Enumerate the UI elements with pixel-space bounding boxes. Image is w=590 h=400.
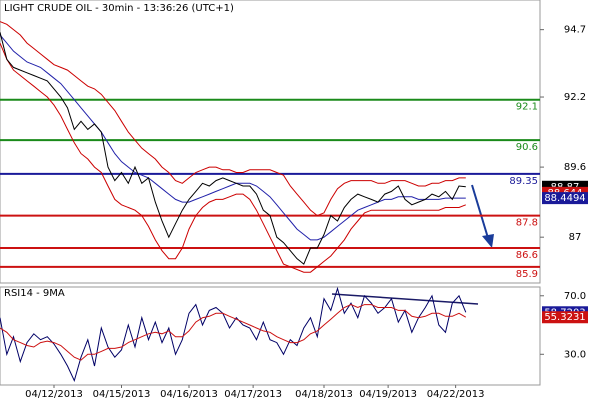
- series-line: [0, 304, 467, 361]
- chart-title: LIGHT CRUDE OIL - 30min - 13:36:26 (UTC+…: [4, 3, 234, 14]
- level-label: 86.6: [516, 250, 538, 261]
- rsi-title: RSI14 - 9MA: [4, 288, 65, 299]
- rsi-panel: [0, 286, 541, 386]
- level-label: 87.8: [516, 218, 538, 229]
- price-marker: [542, 192, 588, 205]
- trend-arrow: [471, 184, 489, 239]
- series-line: [0, 42, 466, 273]
- level-label: 85.9: [516, 269, 538, 280]
- price-marker-label: 88.4494: [544, 193, 585, 204]
- level-label: 89.35: [509, 176, 538, 187]
- x-tick-label: 04/22/2013: [427, 389, 485, 400]
- price-panel: [0, 0, 541, 284]
- y-tick-label: 70.0: [564, 291, 586, 302]
- series-line: [0, 21, 466, 217]
- y-tick-label: 87: [569, 232, 582, 243]
- y-tick-label: 30.0: [564, 349, 586, 360]
- y-tick-label: 92.2: [564, 92, 586, 103]
- x-tick-label: 04/12/2013: [25, 389, 83, 400]
- price-marker-label: 55.3231: [544, 312, 585, 323]
- y-tick-label: 94.7: [564, 25, 586, 36]
- level-label: 92.1: [516, 102, 538, 113]
- series-line: [0, 34, 466, 241]
- x-tick-label: 04/19/2013: [359, 389, 417, 400]
- series-line: [0, 32, 466, 265]
- x-tick-label: 04/15/2013: [93, 389, 151, 400]
- level-label: 90.6: [516, 142, 538, 153]
- series-line: [0, 286, 467, 383]
- x-tick-label: 04/18/2013: [295, 389, 353, 400]
- price-marker: [542, 311, 588, 324]
- x-tick-label: 04/16/2013: [160, 389, 218, 400]
- arrow-head: [482, 234, 494, 248]
- x-tick-label: 04/17/2013: [224, 389, 282, 400]
- y-tick-label: 89.6: [564, 162, 586, 173]
